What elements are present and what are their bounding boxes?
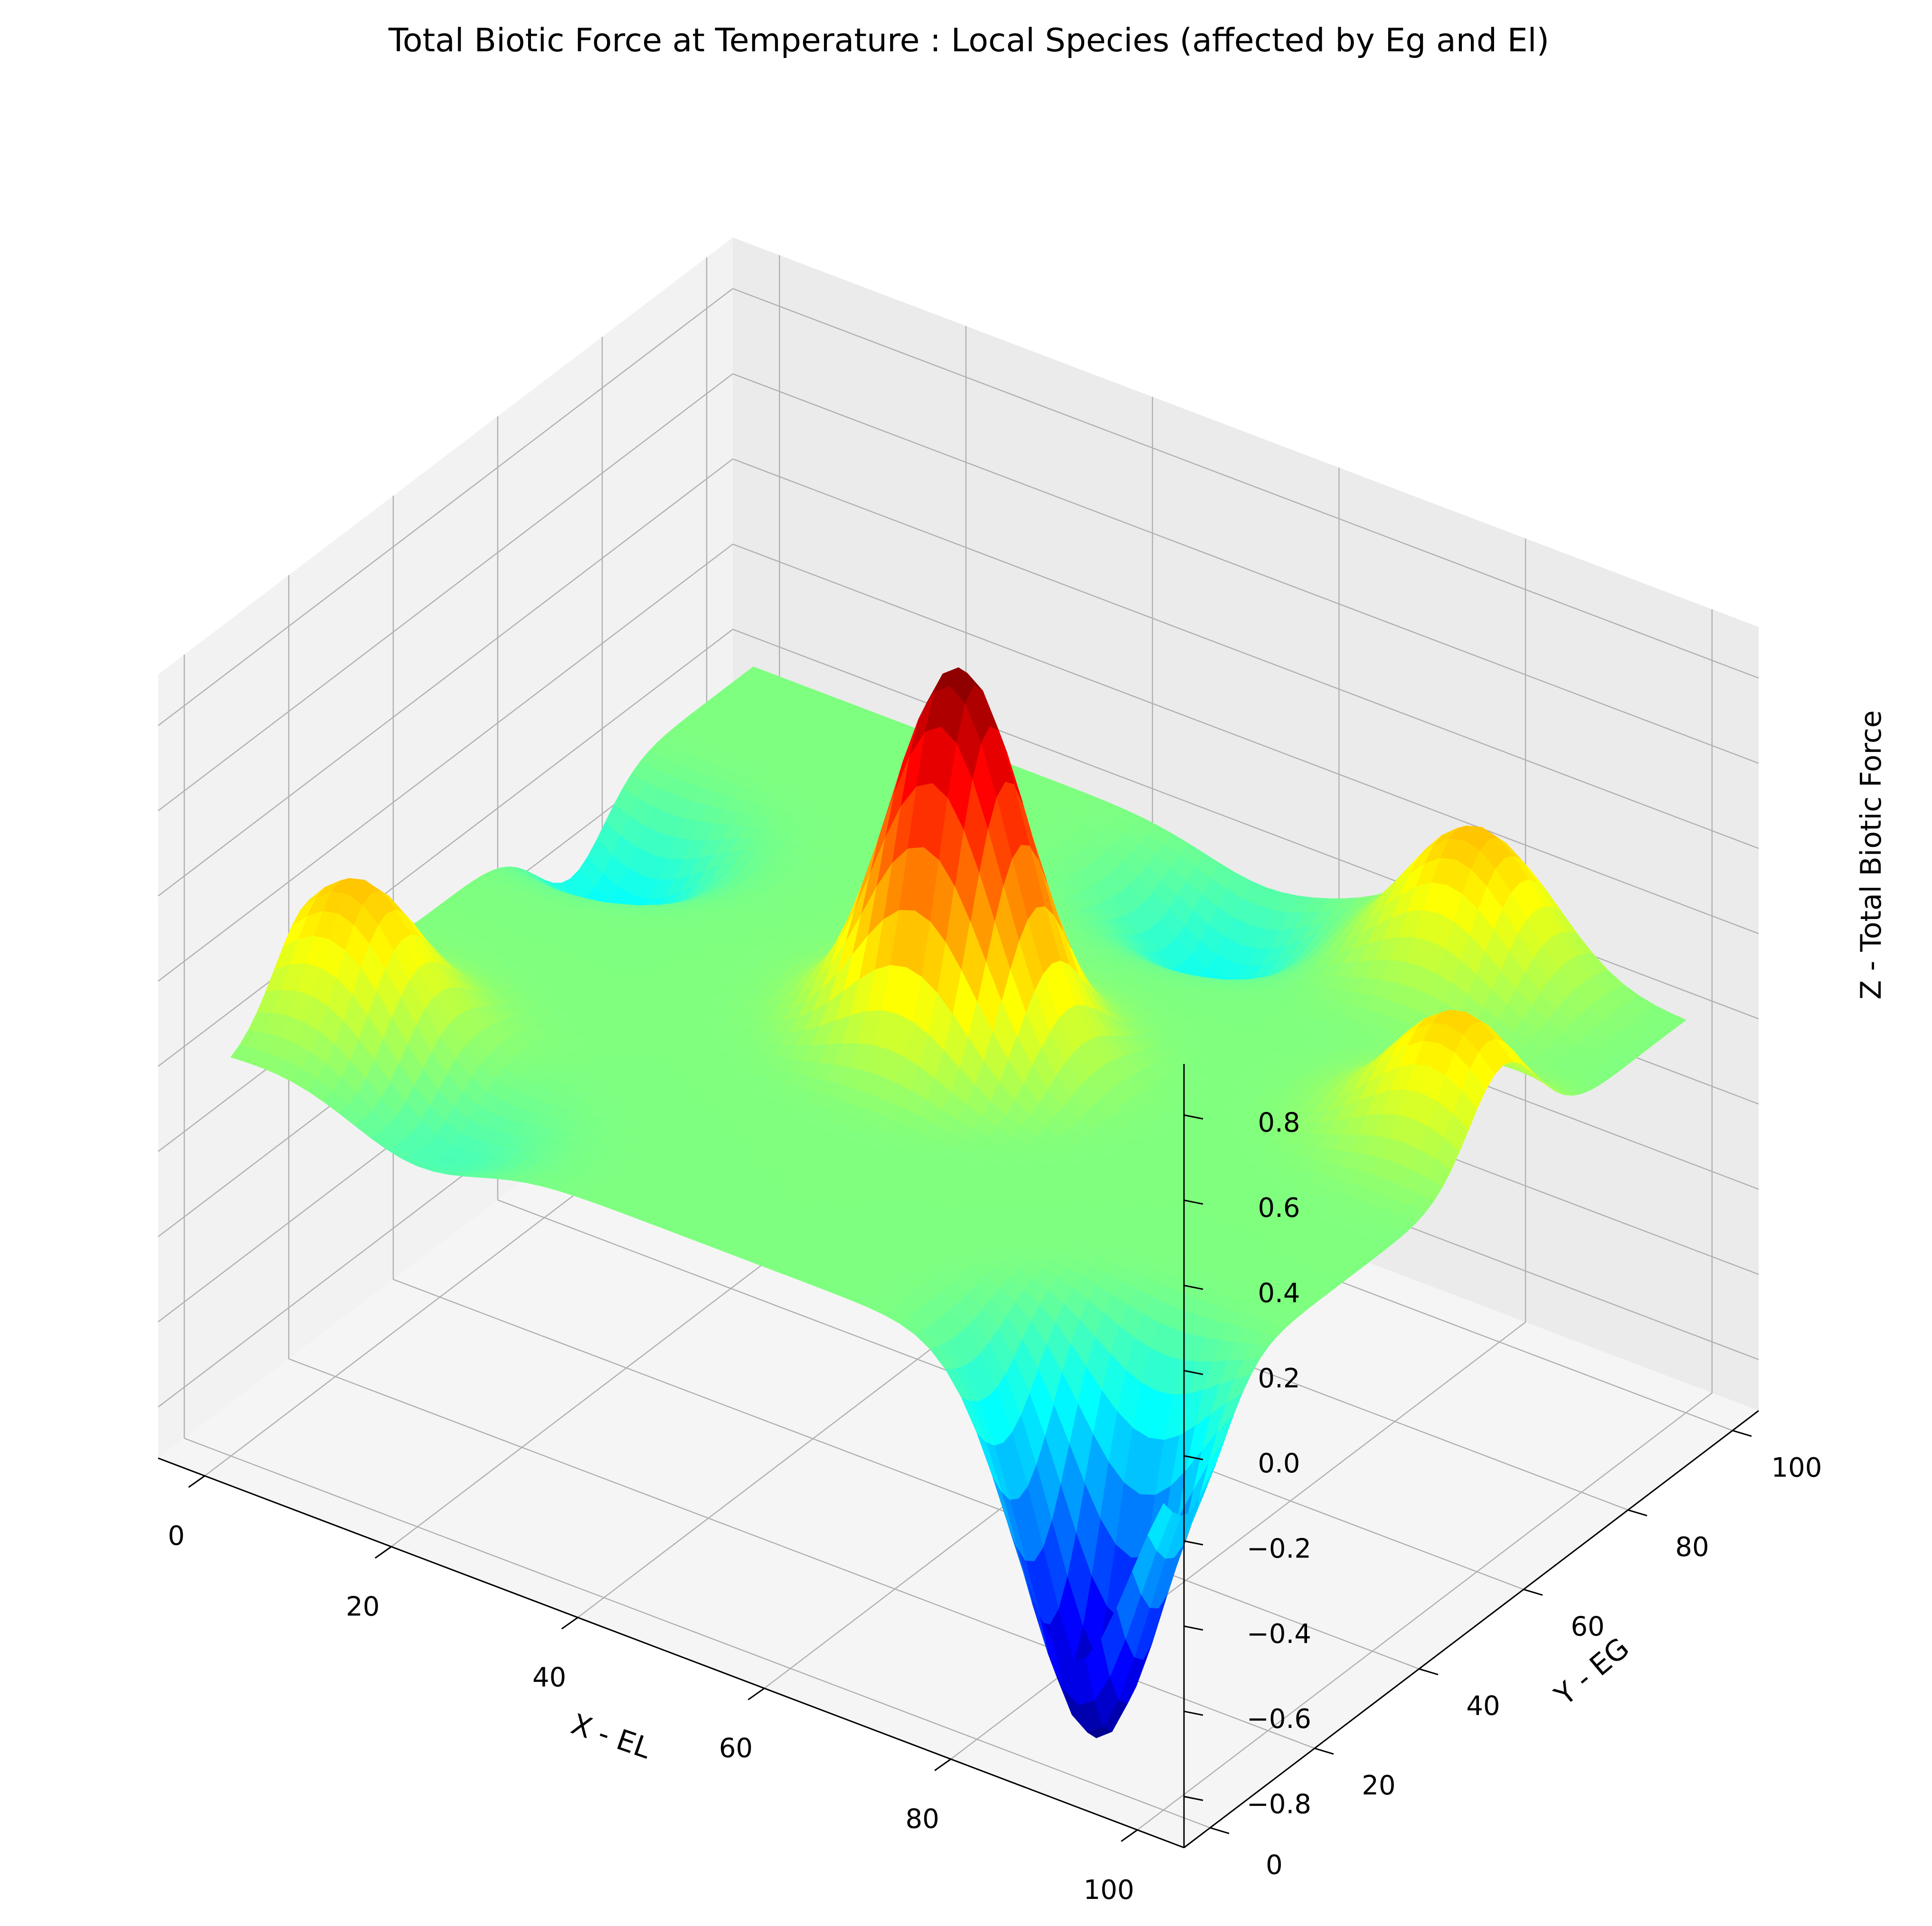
z-tick-mark (1184, 1710, 1203, 1716)
y-tick-label: 40 (1466, 1691, 1500, 1722)
z-tick-label: −0.8 (1247, 1789, 1311, 1820)
x-tick-label: 100 (1083, 1875, 1134, 1906)
z-tick-label: 0.6 (1258, 1193, 1300, 1224)
x-tick-label: 60 (719, 1733, 753, 1764)
grid-line-z-back (732, 458, 1759, 849)
x-tick-label: 80 (905, 1804, 939, 1835)
z-tick-mark (1184, 1114, 1203, 1120)
y-axis-line (1184, 1410, 1759, 1849)
y-tick-mark (1314, 1747, 1334, 1755)
grid-line-x-floor (1137, 1392, 1713, 1831)
z-tick-mark (1184, 1625, 1203, 1631)
x-tick-mark (748, 1688, 765, 1700)
z-tick-label: −0.2 (1247, 1533, 1311, 1564)
chart-title: Total Biotic Force at Temperature : Loca… (388, 22, 1549, 59)
x-tick-label: 40 (532, 1662, 566, 1693)
surface-facet (1147, 1503, 1173, 1551)
z-tick-label: 0.0 (1258, 1448, 1300, 1479)
x-tick-label: 20 (346, 1592, 379, 1622)
surface-plot (230, 666, 1686, 1738)
y-tick-label: 0 (1266, 1850, 1283, 1880)
grid-line-z-left (158, 543, 733, 982)
z-axis-label: Z - Total Biotic Force (1855, 710, 1888, 999)
x-tick-mark (1120, 1829, 1138, 1842)
z-tick-mark (1184, 1795, 1203, 1801)
z-tick-label: 0.4 (1258, 1278, 1300, 1309)
grid-line-z-back (732, 373, 1759, 764)
x-tick-mark (934, 1758, 951, 1771)
y-tick-mark (1628, 1509, 1648, 1517)
x-tick-label: 0 (168, 1520, 185, 1551)
z-tick-mark (1184, 1370, 1203, 1376)
x-tick-mark (188, 1475, 206, 1488)
y-tick-label: 80 (1675, 1532, 1709, 1563)
x-axis-line (158, 1457, 1184, 1849)
y-tick-label: 20 (1362, 1770, 1395, 1801)
z-tick-label: −0.4 (1247, 1619, 1311, 1650)
y-tick-mark (1210, 1827, 1230, 1834)
z-tick-label: 0.2 (1258, 1363, 1300, 1394)
grid-line-z-left (158, 458, 733, 897)
grid-line-y-floor (288, 1358, 1315, 1749)
grid-line-z-back (732, 288, 1759, 679)
z-tick-mark (1184, 1540, 1203, 1546)
z-tick-label: −0.6 (1247, 1704, 1311, 1735)
z-tick-mark (1184, 1284, 1203, 1290)
y-tick-mark (1523, 1588, 1543, 1596)
x-tick-mark (561, 1617, 578, 1630)
z-tick-label: 0.8 (1258, 1108, 1300, 1139)
x-tick-mark (375, 1546, 392, 1559)
surface-facet (945, 1368, 971, 1401)
z-tick-mark (1184, 1199, 1203, 1205)
grid-line-z-back (732, 543, 1759, 934)
pane-floor (158, 1021, 1759, 1848)
y-axis-label: Y - EG (1548, 1632, 1636, 1713)
y-tick-label: 100 (1771, 1452, 1822, 1483)
tick-labels: 0 20 40 60 80 100 0 20 40 60 80 100 −0.8 −0.6 −0.4 −0.2… (168, 1108, 1822, 1906)
grid-line-x-floor (950, 1321, 1526, 1760)
y-tick-mark (1732, 1430, 1752, 1437)
y-tick-label: 60 (1571, 1612, 1604, 1642)
y-tick-mark (1419, 1668, 1439, 1676)
grid-line-z-left (158, 373, 733, 811)
grid-line-y-floor (184, 1438, 1211, 1829)
grid-line-z-left (158, 288, 733, 726)
grid-line-z-left (158, 629, 733, 1067)
z-tick-mark (1184, 1455, 1203, 1461)
axis-lines (158, 1064, 1759, 1849)
x-axis-label: X - EL (567, 1708, 655, 1765)
grid-line-y-floor (393, 1279, 1420, 1670)
